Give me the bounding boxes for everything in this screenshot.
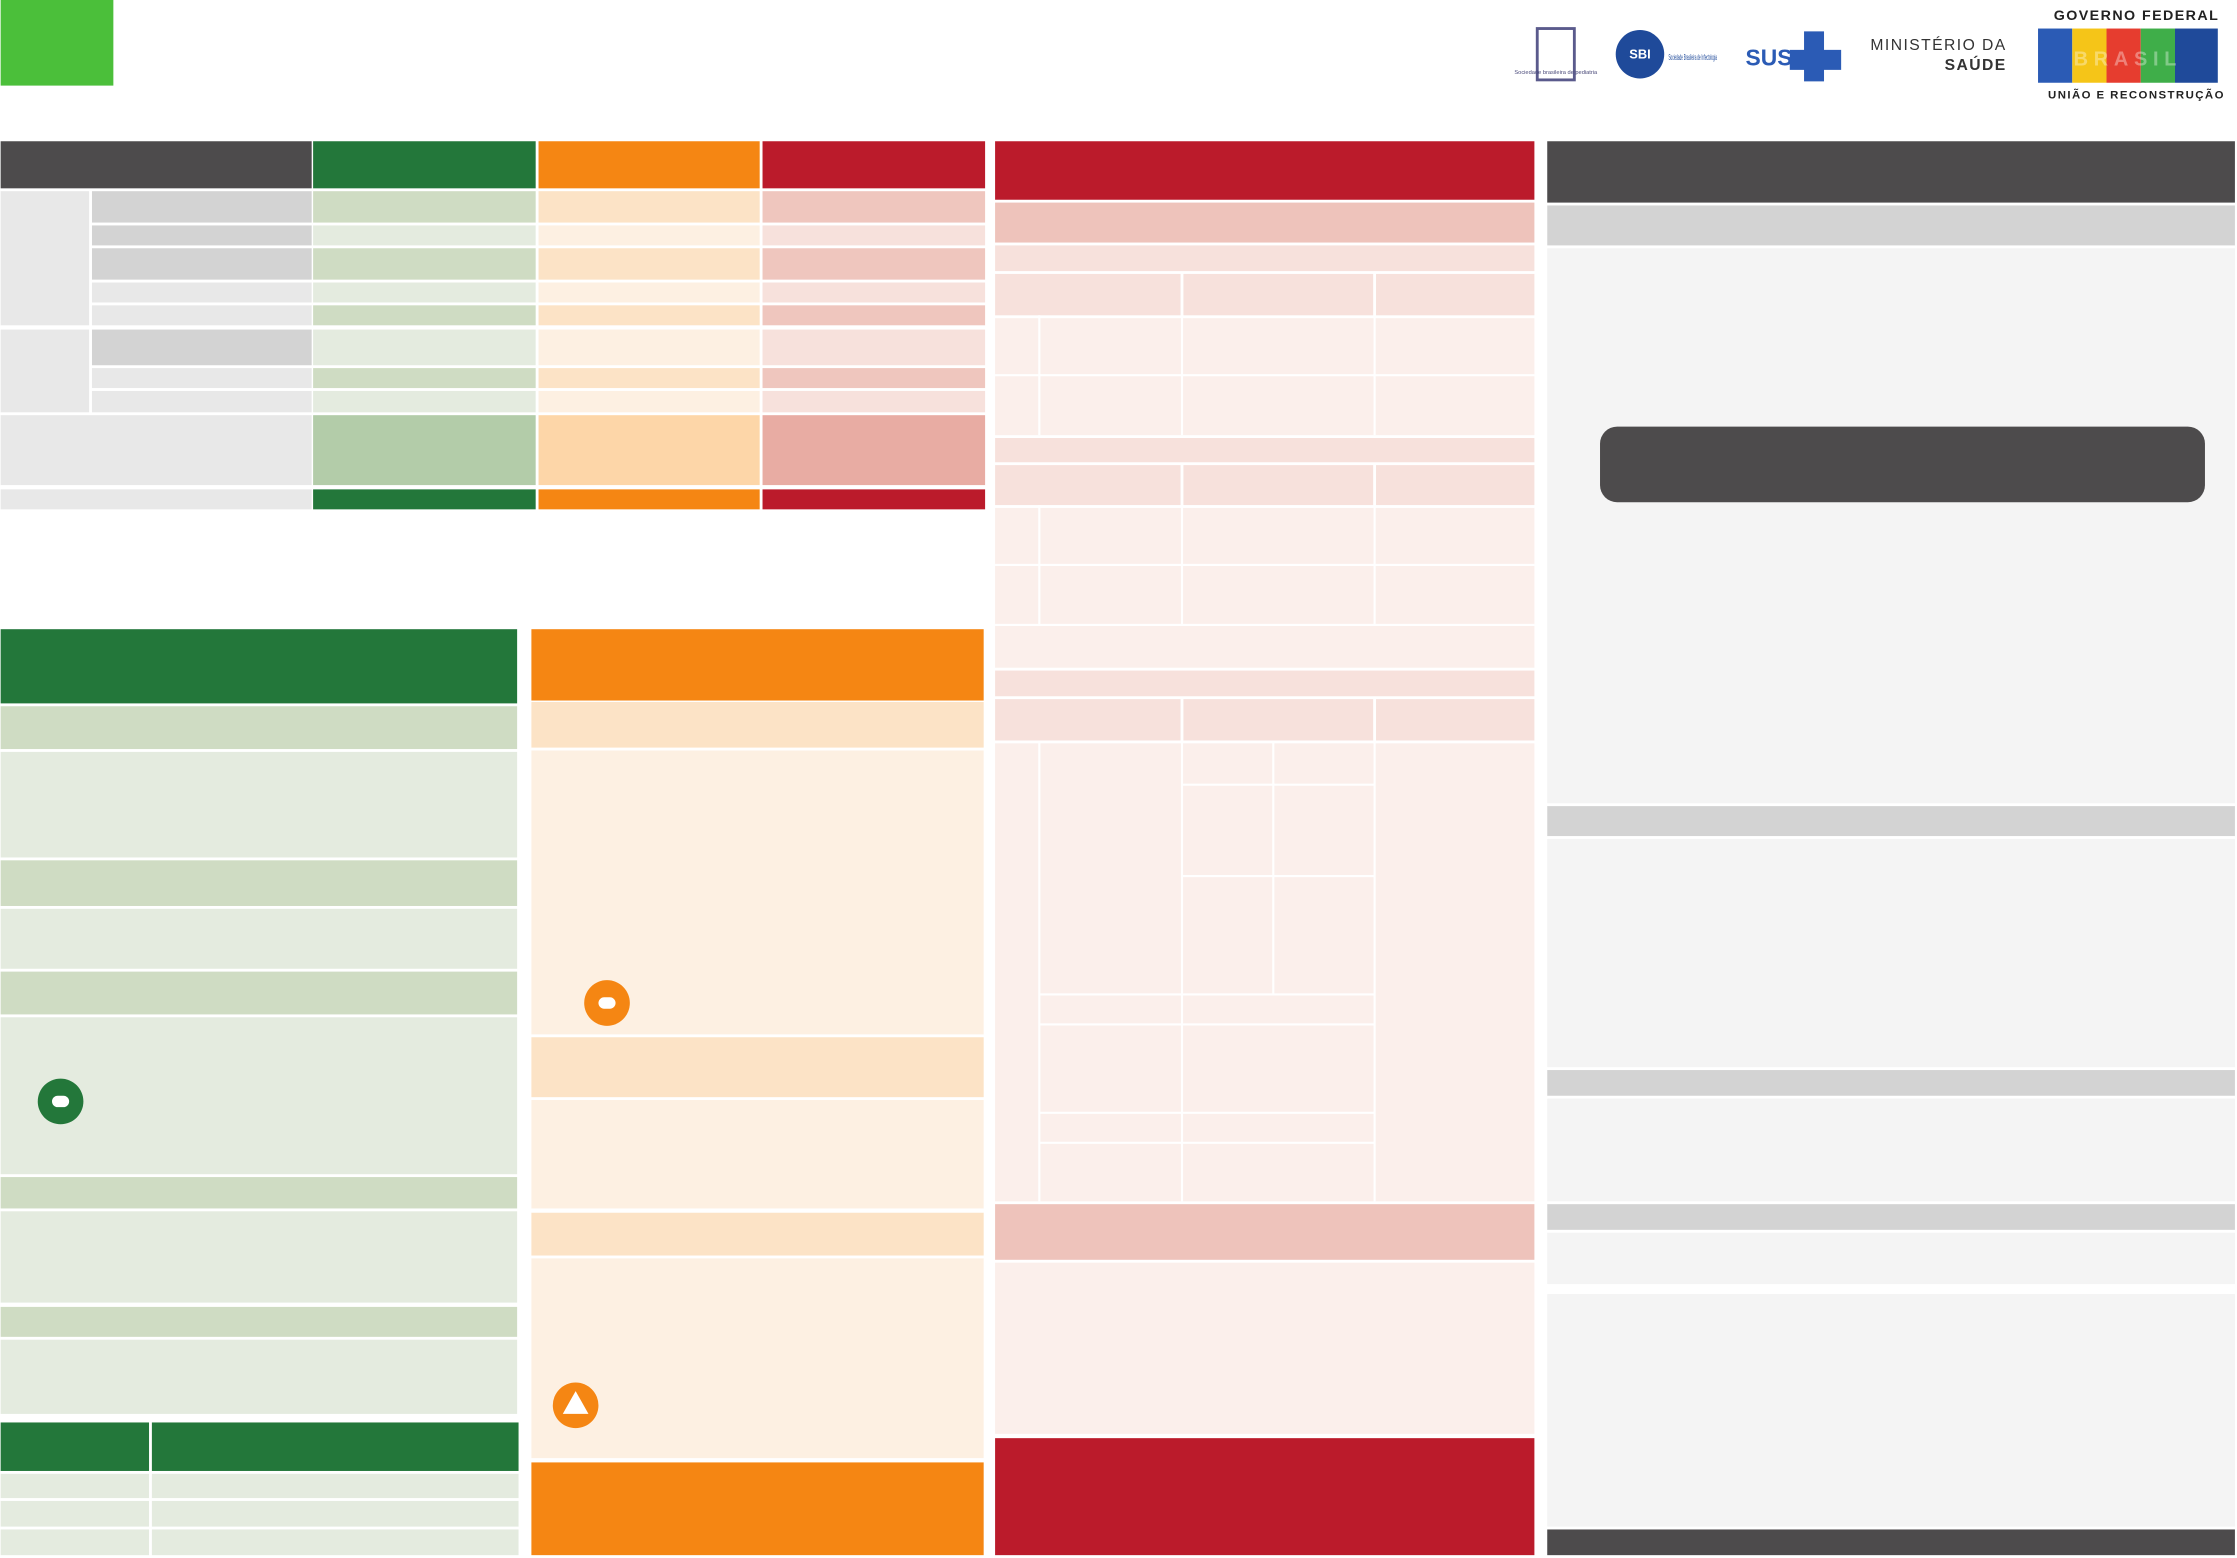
logos: Sociedade brasileira de pediatria SBI So… <box>1514 8 2225 101</box>
uniao-text: UNIÃO E RECONSTRUÇÃO <box>2048 88 2225 101</box>
brand-square <box>0 0 114 86</box>
row-label <box>0 489 312 510</box>
table-rows <box>91 191 986 510</box>
table-header <box>0 141 312 189</box>
sbi-icon <box>1615 29 1665 79</box>
row-label <box>0 415 312 486</box>
brasil-block <box>2175 28 2218 83</box>
sbp-icon <box>1535 27 1576 82</box>
orange-panel <box>531 629 984 1556</box>
governo-text: GOVERNO FEDERAL <box>2054 8 2219 24</box>
table-header <box>762 141 986 189</box>
comparison-table <box>0 141 986 510</box>
green-panel <box>0 629 519 1556</box>
sbi-mark: SBI <box>1629 46 1650 61</box>
brasil-text: BRASIL <box>2074 49 2183 71</box>
table-header <box>313 141 536 189</box>
brasil-block <box>2106 28 2141 83</box>
brasil-block <box>2072 28 2107 83</box>
gray-panel <box>1547 141 2235 1556</box>
sus-text: SUS <box>1746 45 1793 71</box>
sus-cross <box>1789 31 1842 82</box>
sbp-text: Sociedade brasileira de pediatria <box>1514 70 1598 76</box>
table-header <box>538 141 760 189</box>
brasil-block <box>2038 28 2073 83</box>
saude-text: SAÚDE <box>1945 55 2007 74</box>
ministerio-text: MINISTÉRIO DA <box>1870 35 2006 54</box>
red-panel <box>995 141 1535 1556</box>
group-cell <box>0 191 90 326</box>
brasil-block <box>2140 28 2176 83</box>
callout-box <box>1600 426 2205 503</box>
sbi-text: Sociedade Brasileira de Infectologia <box>1669 52 1718 62</box>
group-cell <box>0 329 90 413</box>
